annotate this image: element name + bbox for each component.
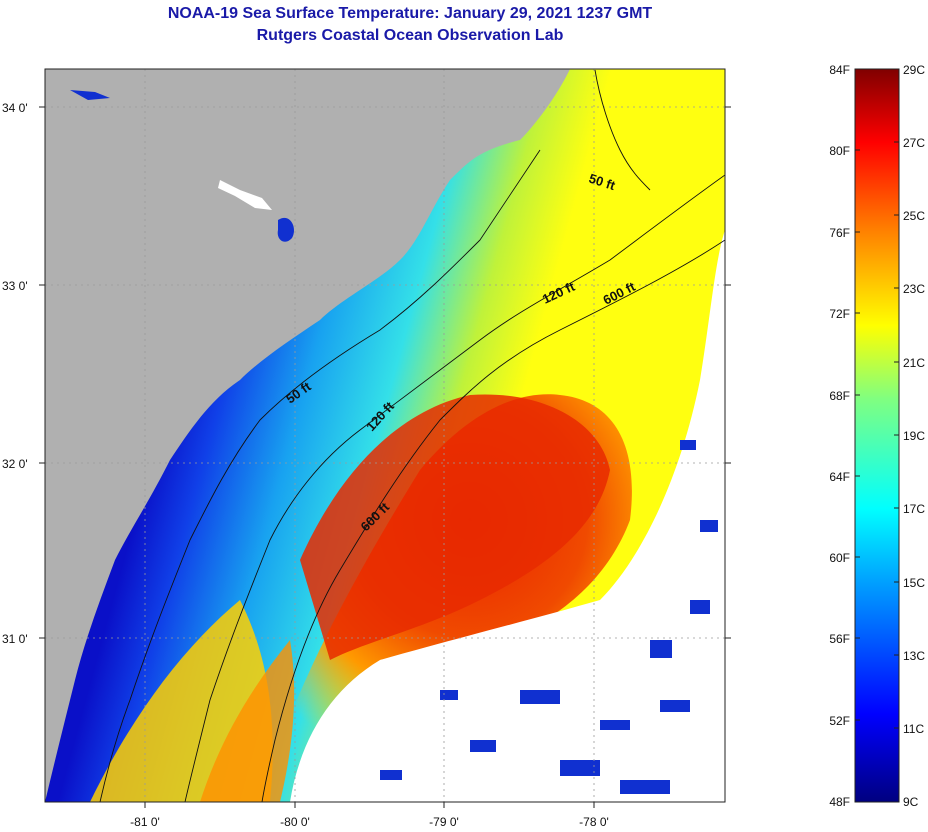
cloud-speckle <box>380 440 718 794</box>
cbar-f-84: 84F <box>829 63 850 77</box>
cbar-f-56: 56F <box>829 632 850 646</box>
lon-label-81: -81 0' <box>130 815 160 829</box>
isobath-120ft <box>184 174 725 802</box>
cbar-f-52: 52F <box>829 714 850 728</box>
cbar-c-19: 19C <box>903 429 925 443</box>
cbar-c-21: 21C <box>903 356 925 370</box>
cbar-f-72: 72F <box>829 307 850 321</box>
cbar-c-29: 29C <box>903 63 925 77</box>
cbar-c-25: 25C <box>903 209 925 223</box>
cbar-f-64: 64F <box>829 470 850 484</box>
isobath-50ft-north <box>594 69 651 191</box>
land-mass <box>45 69 570 802</box>
cbar-f-60: 60F <box>829 551 850 565</box>
isobath-600ft <box>261 239 725 802</box>
map-title: NOAA-19 Sea Surface Temperature: January… <box>167 5 653 22</box>
map-frame <box>44 68 726 803</box>
graticule <box>45 69 725 802</box>
cbar-c-23: 23C <box>903 282 925 296</box>
shelf-orange-water <box>200 640 295 802</box>
isobath-50ft <box>99 149 541 802</box>
lat-label-33: 33 0' <box>2 279 28 293</box>
cbar-c-13: 13C <box>903 649 925 663</box>
lon-label-80: -80 0' <box>280 815 310 829</box>
cbar-f-80: 80F <box>829 144 850 158</box>
inland-water <box>70 90 110 100</box>
lat-label-31: 31 0' <box>2 632 28 646</box>
lat-label-32: 32 0' <box>2 457 28 471</box>
cbar-c-17: 17C <box>903 502 925 516</box>
cbar-f-76: 76F <box>829 226 850 240</box>
cbar-f-68: 68F <box>829 389 850 403</box>
cbar-c-11: 11C <box>903 722 924 736</box>
warm-core <box>300 394 610 660</box>
lake <box>277 217 295 242</box>
cbar-c-15: 15C <box>903 576 925 590</box>
lon-label-78: -78 0' <box>579 815 609 829</box>
lon-label-79: -79 0' <box>429 815 459 829</box>
lat-label-34: 34 0' <box>2 101 28 115</box>
colorbar-ticks <box>855 141 899 729</box>
cloud-mask <box>290 230 725 802</box>
colorbar <box>854 68 900 803</box>
lake-cloud <box>218 180 272 210</box>
cbar-f-48: 48F <box>829 795 850 809</box>
cbar-c-27: 27C <box>903 136 925 150</box>
cbar-c-9: 9C <box>903 795 919 809</box>
frame-ticks <box>39 106 731 808</box>
map-subtitle: Rutgers Coastal Ocean Observation Lab <box>256 27 564 44</box>
isobaths <box>99 69 725 802</box>
